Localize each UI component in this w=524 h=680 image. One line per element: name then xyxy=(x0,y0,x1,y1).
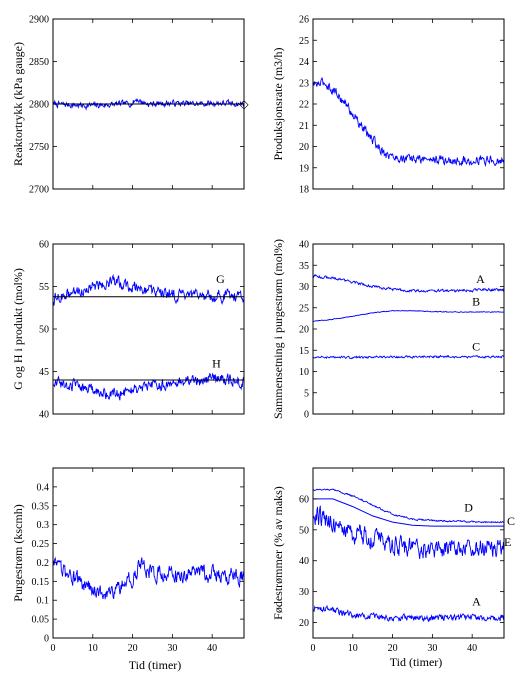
chart-panel-1: 2700 2750 2800 2850 2900 Reaktortrykk (kPa ga… xyxy=(11,15,249,196)
plot-frame xyxy=(52,467,245,639)
chart-panel-4: 0 5 10 15 20 25 30 35 40 Sammensetning i purgestr… xyxy=(271,239,505,421)
y-tick-label: 21 xyxy=(299,121,309,132)
plot-frame xyxy=(312,467,505,639)
y-tick-label: 26 xyxy=(299,15,309,26)
y-tick-label: 0.05 xyxy=(32,615,50,626)
y-tick-label: 0.2 xyxy=(37,558,50,569)
annotation-H: H xyxy=(212,356,221,370)
y-tick-label: 30 xyxy=(299,587,309,598)
y-tick-label: 20 xyxy=(299,142,309,153)
series-line-0 xyxy=(313,76,504,168)
series-label-e-outside: E xyxy=(504,535,511,549)
y-tick-label: 2700 xyxy=(29,185,49,196)
x-tick-label: 40 xyxy=(467,643,477,654)
y-tick-label: 0.1 xyxy=(37,596,50,607)
x-tick-label: 20 xyxy=(128,643,138,654)
y-tick-label: 18 xyxy=(299,185,309,196)
y-tick-label: 5 xyxy=(304,388,309,399)
x-tick-label: 10 xyxy=(348,643,358,654)
y-tick-label: 2900 xyxy=(29,15,49,26)
y-tick-label: 22 xyxy=(299,100,309,111)
chart-panel-3: 40 45 50 55 60 G og H i produkt (mol%) G H xyxy=(11,240,245,421)
x-tick-label: 0 xyxy=(51,643,56,654)
annotation-◇: ◇ xyxy=(239,97,249,111)
y-tick-label: 0 xyxy=(44,634,49,645)
series-line-b xyxy=(313,309,504,322)
x-tick-label: 30 xyxy=(167,643,177,654)
y-axis-label: G og H i produkt (mol%) xyxy=(11,268,25,390)
y-tick-label: 45 xyxy=(39,367,49,378)
y-tick-label: 19 xyxy=(299,163,309,174)
annotation-G: G xyxy=(216,272,225,286)
series-line-h xyxy=(53,372,244,401)
y-tick-label: 20 xyxy=(299,618,309,629)
plot-frame xyxy=(312,243,505,415)
annotation-A: A xyxy=(476,272,485,286)
y-tick-label: 20 xyxy=(299,325,309,336)
y-tick-label: 0.25 xyxy=(32,539,50,550)
y-axis-label: Reaktortrykk (kPa gauge) xyxy=(11,42,25,166)
y-tick-label: 0.15 xyxy=(32,577,50,588)
y-tick-label: 15 xyxy=(299,346,309,357)
y-tick-label: 60 xyxy=(39,240,49,251)
series-line-e xyxy=(313,505,504,560)
x-tick-label: 20 xyxy=(388,643,398,654)
y-tick-label: 25 xyxy=(299,36,309,47)
annotation-A: A xyxy=(472,595,481,609)
x-tick-label: 40 xyxy=(207,643,217,654)
y-tick-label: 40 xyxy=(299,556,309,567)
series-line-a xyxy=(313,604,504,623)
y-tick-label: 23 xyxy=(299,78,309,89)
x-axis-label-left: Tid (timer) xyxy=(129,658,182,672)
annotation-C: C xyxy=(472,339,480,353)
x-tick-label: 30 xyxy=(427,643,437,654)
y-tick-label: 0 xyxy=(304,410,309,421)
y-axis-label: Purgestrøm (kscmh) xyxy=(11,504,25,601)
y-tick-label: 0.4 xyxy=(37,482,50,493)
y-tick-label: 35 xyxy=(299,261,309,272)
y-tick-label: 0.3 xyxy=(37,520,50,531)
y-tick-label: 40 xyxy=(299,240,309,251)
series-line-0 xyxy=(53,556,244,600)
y-tick-label: 50 xyxy=(299,525,309,536)
x-axis-label-right: Tid (timer) xyxy=(390,655,443,669)
chart-panel-6: 0 10 20 30 40 20 30 40 50 60 Fødestrømmer (% av ma… xyxy=(271,467,505,654)
y-tick-label: 30 xyxy=(299,282,309,293)
y-tick-label: 0.35 xyxy=(32,501,50,512)
x-tick-label: 0 xyxy=(311,643,316,654)
y-tick-label: 24 xyxy=(299,57,309,68)
series-line-c xyxy=(313,354,504,360)
y-tick-label: 2800 xyxy=(29,100,49,111)
y-tick-label: 10 xyxy=(299,367,309,378)
x-tick-label: 10 xyxy=(88,643,98,654)
series-line-a xyxy=(313,274,504,293)
y-tick-label: 60 xyxy=(299,494,309,505)
chart-panel-2: 18 19 20 21 22 23 24 25 26 Produksjonsrate (m3/h) xyxy=(271,15,505,196)
y-axis-label: Produksjonsrate (m3/h) xyxy=(271,48,285,161)
annotation-D: D xyxy=(464,500,473,514)
series-line-d xyxy=(313,488,504,524)
y-tick-label: 50 xyxy=(39,325,49,336)
y-tick-label: 55 xyxy=(39,282,49,293)
series-line-c xyxy=(313,498,504,527)
series-line-g xyxy=(53,273,244,306)
y-tick-label: 25 xyxy=(299,303,309,314)
y-tick-label: 2750 xyxy=(29,142,49,153)
y-tick-label: 2850 xyxy=(29,57,49,68)
annotation-B: B xyxy=(472,295,480,309)
chart-panel-5: 0 10 20 30 40 0 0.05 0.1 0.15 0.2 0.25 0.3 0.35 0.4 Pu… xyxy=(11,467,245,654)
y-axis-label: Fødestrømmer (% av maks) xyxy=(271,486,285,620)
y-tick-label: 40 xyxy=(39,410,49,421)
y-axis-label: Sammensetning i purgestrøm (mol%) xyxy=(271,239,285,419)
series-label-c-outside: C xyxy=(507,514,515,528)
